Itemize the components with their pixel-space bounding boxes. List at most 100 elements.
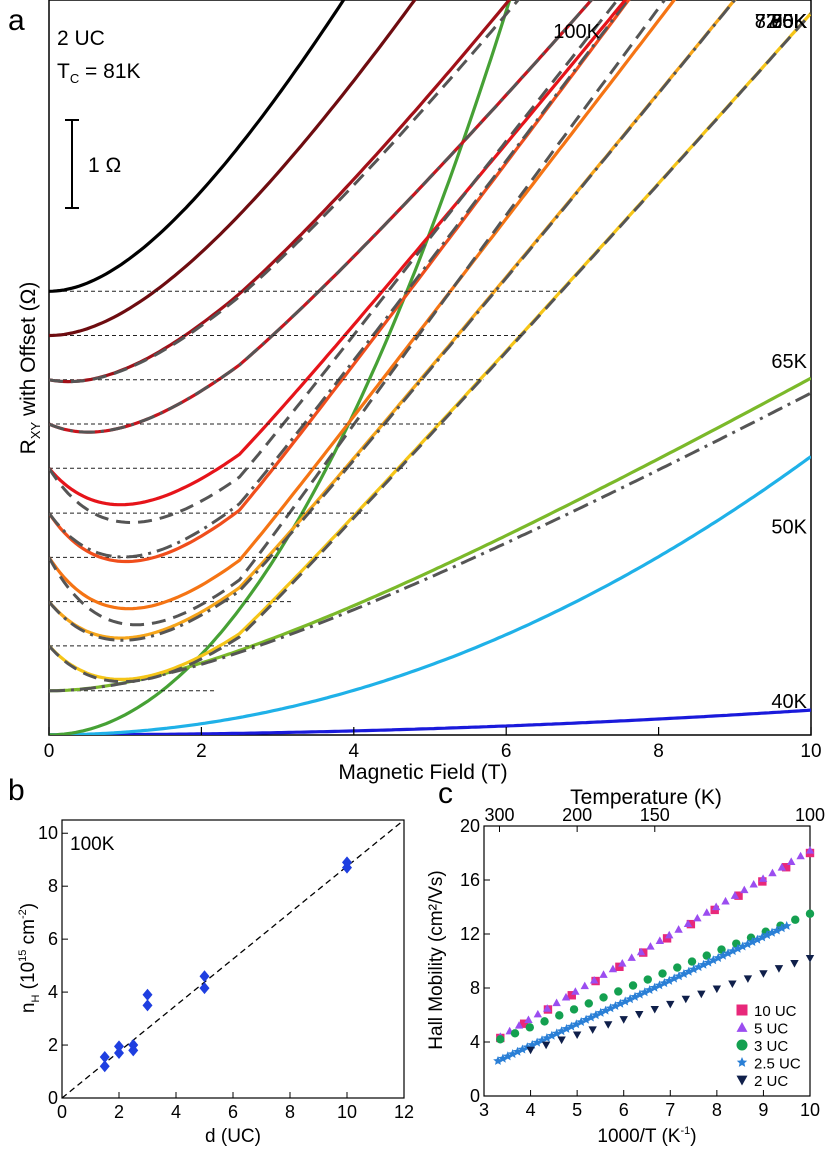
panel-c-point-3-uc bbox=[540, 1017, 549, 1026]
curve-label-75k: 75K bbox=[771, 11, 807, 33]
panel-c-point-2-5-uc bbox=[610, 1001, 621, 1010]
panel-c-point-5-uc bbox=[552, 998, 561, 1007]
panel-c-y-tick-label: 0 bbox=[470, 1086, 480, 1106]
panel-c-point-2-uc bbox=[759, 970, 768, 978]
panel-c-point-2-uc bbox=[790, 960, 799, 968]
panel-c-point-3-uc bbox=[658, 969, 667, 978]
curve-82-5k bbox=[49, 0, 628, 507]
panel-b-x-tick-label: 12 bbox=[394, 1102, 414, 1122]
panel-c-point-2-5-uc bbox=[684, 966, 694, 976]
panel-c-point-5-uc bbox=[589, 975, 599, 984]
panel-c-point-2-5-uc bbox=[747, 936, 758, 946]
panel-label-c: c bbox=[438, 777, 453, 810]
panel-b-point bbox=[114, 1040, 124, 1053]
panel-c-x-tick-label: 3 bbox=[479, 1100, 489, 1120]
panel-c-point-5-uc bbox=[580, 981, 589, 990]
panel-c-point-2-uc bbox=[774, 965, 784, 973]
panel-c-point-2-5-uc bbox=[532, 1037, 542, 1047]
panel-a-curves bbox=[49, 0, 811, 735]
panel-c-legend-marker-5-uc bbox=[736, 1022, 748, 1032]
panel-c-point-5-uc bbox=[683, 919, 693, 928]
tc-label: TC = 81K bbox=[57, 60, 141, 86]
panel-c-point-5-uc bbox=[702, 908, 711, 916]
panel-c-point-5-uc bbox=[740, 885, 749, 894]
panel-c-top-x-label: Temperature (K) bbox=[570, 786, 722, 809]
panel-c-point-5-uc bbox=[721, 896, 730, 905]
panel-c-y-tick-label: 20 bbox=[460, 816, 480, 836]
panel-c-point-5-uc bbox=[533, 1009, 543, 1018]
panel-c-point-3-uc bbox=[702, 951, 711, 960]
panel-c-point-2-5-uc bbox=[713, 952, 723, 962]
panel-c-point-2-5-uc bbox=[679, 969, 689, 978]
panel-c-point-5-uc bbox=[693, 913, 702, 922]
scale-bar-label: 1 Ω bbox=[88, 154, 121, 177]
panel-c-point-2-5-uc bbox=[772, 925, 782, 935]
panel-c-point-2-uc bbox=[588, 1026, 597, 1034]
panel-c-legend-label-2-uc: 2 UC bbox=[754, 1073, 788, 1090]
panel-c-point-5-uc bbox=[636, 947, 646, 956]
fit-curve-80k bbox=[49, 0, 630, 559]
panel-c-point-2-uc bbox=[619, 1016, 628, 1024]
panel-b-x-tick-label: 10 bbox=[337, 1102, 357, 1122]
panel-a-x-ticks: 0 2 4 6 8 10 bbox=[44, 727, 822, 762]
panel-b-point bbox=[114, 1046, 124, 1059]
panel-c-point-2-5-uc bbox=[767, 927, 777, 937]
curve-50k bbox=[49, 455, 811, 735]
panel-b-y-tick-label: 8 bbox=[48, 876, 58, 896]
panel-c-legend-label-2-5-uc: 2.5 UC bbox=[754, 1056, 801, 1073]
panel-c-point-2-5-uc bbox=[615, 998, 626, 1008]
panel-c-point-5-uc bbox=[749, 879, 758, 888]
panel-c-point-2-5-uc bbox=[605, 1003, 616, 1013]
panel-c-point-2-5-uc bbox=[762, 930, 772, 940]
panel-c-point-2-5-uc bbox=[649, 982, 660, 992]
panel-b-y-label: nH (1015 cm-2) bbox=[17, 903, 42, 1013]
panel-b-point bbox=[199, 982, 210, 995]
panel-label-a: a bbox=[8, 4, 25, 37]
panel-c-point-2-5-uc bbox=[693, 962, 704, 972]
panel-b-x-tick-label: 6 bbox=[228, 1102, 238, 1122]
panel-c-point-2-5-uc bbox=[689, 964, 699, 974]
panel-a-x-tick-label: 4 bbox=[349, 741, 360, 762]
curve-label-100k: 100K bbox=[553, 21, 600, 43]
panel-c-point-3-uc bbox=[687, 957, 697, 966]
panel-a-x-tick-label: 6 bbox=[501, 741, 512, 762]
panel-c-point-2-5-uc bbox=[586, 1012, 596, 1022]
panel-c-point-2-5-uc bbox=[547, 1030, 557, 1040]
panel-c-point-2-uc bbox=[712, 985, 722, 994]
panel-c-point-2-5-uc bbox=[644, 985, 655, 994]
panel-c-point-5-uc bbox=[618, 959, 627, 967]
panel-c-point-2-5-uc bbox=[698, 959, 709, 969]
panel-c-point-2-5-uc bbox=[625, 994, 635, 1004]
panel-c-point-2-5-uc bbox=[708, 955, 719, 965]
panel-a-x-tick-label: 8 bbox=[653, 741, 664, 762]
panel-a-frame bbox=[48, 0, 812, 736]
panel-c-point-3-uc bbox=[496, 1035, 505, 1044]
panel-c-point-2-5-uc bbox=[728, 946, 738, 956]
panel-c-top-tick-label: 100 bbox=[795, 805, 825, 825]
fit-curve-90k bbox=[49, 0, 521, 384]
panel-c-legend-marker-10-uc bbox=[736, 1004, 748, 1016]
panel-c-x-tick-label: 9 bbox=[758, 1100, 768, 1120]
curve-label-50k: 50K bbox=[771, 517, 807, 539]
panel-c-point-2-5-uc bbox=[507, 1049, 518, 1059]
panel-c-point-3-uc bbox=[643, 975, 652, 984]
panel-c-y-label: Hall Mobility (cm²/Vs) bbox=[426, 870, 447, 1049]
panel-c-point-2-5-uc bbox=[777, 923, 787, 933]
scale-bar bbox=[65, 119, 79, 209]
panel-c-point-5-uc bbox=[787, 857, 796, 865]
panel-b-y-tick-label: 0 bbox=[48, 1088, 58, 1108]
curve-80k bbox=[49, 0, 631, 564]
panel-b-point bbox=[99, 1060, 110, 1073]
panel-c-point-2-uc bbox=[681, 995, 691, 1004]
panel-b-annotation: 100K bbox=[70, 834, 115, 855]
panel-c-point-5-uc bbox=[655, 936, 665, 944]
panel-c-x-tick-label: 8 bbox=[712, 1100, 722, 1120]
panel-b-point bbox=[128, 1039, 139, 1052]
curve-label-70k: 70K bbox=[771, 11, 807, 33]
panel-c-point-5-uc bbox=[524, 1015, 533, 1024]
panel-c-point-3-uc bbox=[805, 909, 815, 918]
panel-c-point-5-uc bbox=[665, 930, 674, 939]
curve-label-77-5k: 77.5K bbox=[755, 11, 808, 33]
panel-c-point-5-uc bbox=[730, 891, 740, 899]
